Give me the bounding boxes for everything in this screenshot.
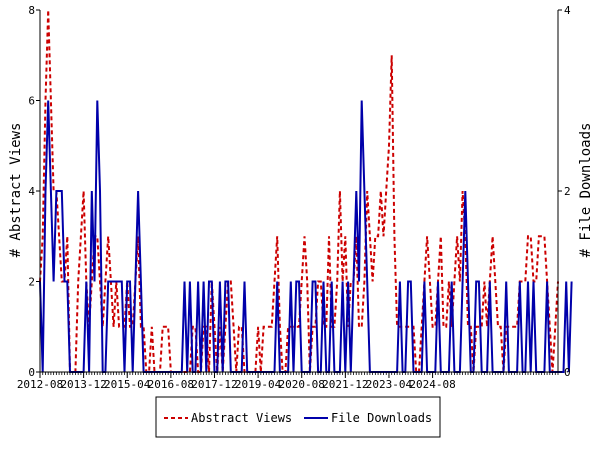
left-tick-label: 6 bbox=[28, 95, 35, 108]
x-tick-label: 2024-08 bbox=[409, 378, 455, 391]
x-tick-label: 2023-04 bbox=[366, 378, 413, 391]
left-tick-label: 8 bbox=[28, 4, 35, 17]
legend: Abstract Views File Downloads bbox=[155, 396, 441, 438]
left-tick-label: 0 bbox=[28, 366, 35, 379]
legend-label-abstract-views: Abstract Views bbox=[191, 411, 292, 425]
x-tick-label: 2021-12 bbox=[322, 378, 368, 391]
series-line-abstract-views bbox=[39, 9, 559, 373]
left-tick-label: 4 bbox=[28, 185, 35, 198]
x-tick-label: 2020-08 bbox=[279, 378, 325, 391]
x-tick-label: 2016-08 bbox=[148, 378, 194, 391]
x-tick-label: 2013-12 bbox=[60, 378, 106, 391]
legend-box bbox=[155, 396, 441, 438]
x-tick-label: 2012-08 bbox=[17, 378, 63, 391]
right-tick-label: 2 bbox=[564, 185, 571, 198]
left-tick-label: 2 bbox=[28, 276, 35, 289]
right-tick-label: 0 bbox=[564, 366, 571, 379]
x-tick-label: 2019-04 bbox=[235, 378, 282, 391]
axes-layer: 0 2 4 6 8 0 2 4 2012-082013-122015-042016-082017… bbox=[17, 4, 571, 391]
legend-label-file-downloads: File Downloads bbox=[331, 411, 432, 425]
x-tick-label: 2017-12 bbox=[191, 378, 237, 391]
left-axis-title: # Abstract Views bbox=[8, 123, 24, 258]
right-tick-label: 4 bbox=[564, 4, 571, 17]
x-tick-label: 2015-04 bbox=[104, 378, 151, 391]
right-axis-title: # File Downloads bbox=[578, 123, 594, 258]
